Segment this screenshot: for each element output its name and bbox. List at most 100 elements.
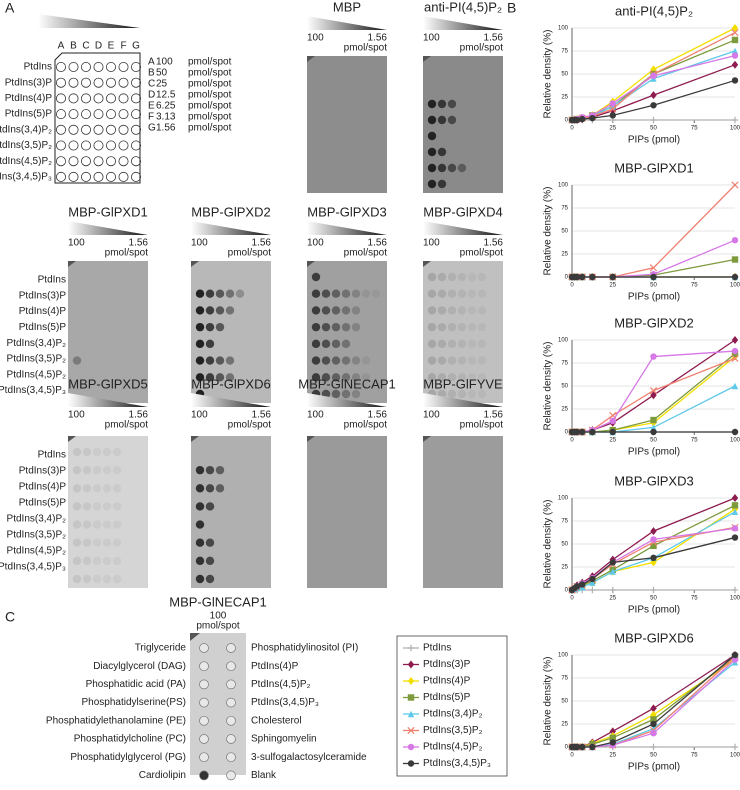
spot <box>106 109 117 120</box>
spot <box>93 109 104 120</box>
blot-spot <box>457 339 467 349</box>
marker <box>650 102 657 109</box>
blot-spot <box>437 99 447 109</box>
spot <box>81 109 92 120</box>
blot-title: MBP-GlPXD1 <box>68 204 147 219</box>
blot <box>68 261 148 403</box>
gradient-low: 1.56 <box>129 238 149 249</box>
marker <box>609 739 616 746</box>
legend-entry: PtdIns(3)P <box>423 659 471 670</box>
legend-entry: PtdIns(3,5)P₂ <box>423 725 483 736</box>
spot <box>93 62 104 73</box>
spot <box>199 715 209 726</box>
blot-spot <box>467 339 477 349</box>
amount-letter: F <box>148 112 154 123</box>
blot-spot <box>311 306 321 315</box>
lipid-label: Phosphatidylethanolamine (PE) <box>46 715 186 726</box>
marker <box>650 91 657 100</box>
amount-unit: pmol/spot <box>188 112 232 123</box>
blot-spot <box>311 322 321 332</box>
blot <box>423 56 503 193</box>
marker <box>573 743 581 751</box>
x-tick-label: 75 <box>691 438 698 444</box>
gradient-unit: pmol/spot <box>460 248 504 259</box>
blot-corner <box>191 436 199 442</box>
spot <box>56 93 67 104</box>
blot-spot <box>477 356 487 365</box>
blot-spot <box>351 289 361 298</box>
marker <box>731 743 739 751</box>
gradient-high: 100 <box>423 410 440 421</box>
spot <box>68 124 79 135</box>
blot-spot <box>467 272 477 282</box>
lipid-label: Triglyceride <box>135 643 187 654</box>
x-tick-label: 50 <box>650 283 657 289</box>
blot-spot <box>112 447 122 457</box>
blot-spot <box>92 447 102 457</box>
marker <box>578 743 586 751</box>
blot-title: MBP-GlPXD3 <box>307 204 386 219</box>
blot-spot <box>92 574 102 584</box>
blot-title: MBP-GlFYVE <box>423 376 503 391</box>
row-label: PtdIns(3,5)P₂ <box>7 530 67 541</box>
row-label: PtdIns(3)P <box>19 290 67 301</box>
y-axis-label: Relative density (%) <box>543 500 554 589</box>
y-tick-label: 25 <box>561 252 568 258</box>
gradient-unit: pmol/spot <box>105 420 149 431</box>
marker <box>731 336 739 344</box>
blot-spot <box>321 322 331 332</box>
x-tick-label: 0 <box>570 283 574 289</box>
blot <box>307 261 387 403</box>
blot-spot <box>447 356 457 365</box>
blot-spot <box>477 339 487 349</box>
blot-spot <box>195 322 205 332</box>
spot <box>106 62 117 73</box>
x-tick-label: 0 <box>570 438 574 444</box>
blot-spot <box>205 306 215 315</box>
lipid-label: PtdIns(4)P <box>251 661 299 672</box>
row-label: PtdIns <box>38 275 66 286</box>
blot-spot <box>427 306 437 315</box>
blot-spot <box>72 484 82 493</box>
marker <box>731 651 739 659</box>
blot-spot <box>92 484 102 493</box>
lipid-label: Phosphatidylglycerol (PG) <box>70 752 186 763</box>
blot-spot <box>102 484 112 493</box>
blot-spot <box>427 289 437 298</box>
x-tick-label: 75 <box>691 283 698 289</box>
blot-spot <box>112 502 122 511</box>
blot-spot <box>437 147 447 157</box>
line-chart: 0 25 50 75 100 0 25 50 75 100 PIPs (pmol) Relative … <box>543 336 740 458</box>
lipid-label: Cholesterol <box>251 715 302 726</box>
y-tick-label: 50 <box>561 699 568 705</box>
spot <box>226 734 236 744</box>
amount-letter: A <box>148 57 155 68</box>
spot <box>93 93 104 104</box>
blot-spot <box>447 115 457 125</box>
gradient-high: 100 <box>307 238 324 249</box>
x-axis-label: PIPs (pmol) <box>628 292 680 303</box>
y-tick-label: 25 <box>561 565 568 571</box>
blot-spot <box>225 306 235 315</box>
chart-title: MBP-GlPXD6 <box>614 630 693 645</box>
blot-spot <box>195 556 205 566</box>
amount-value: 6.25 <box>156 101 176 112</box>
blot <box>191 261 271 403</box>
blot-spot <box>102 502 112 511</box>
marker <box>731 77 739 84</box>
column-letter: F <box>120 41 126 52</box>
chart-title: MBP-GlPXD1 <box>614 160 693 175</box>
blot-title: MBP-GlPXD6 <box>191 376 270 391</box>
marker <box>650 391 657 400</box>
marker <box>589 575 596 583</box>
gradient-low: 1.56 <box>368 33 388 44</box>
gradient-high: 100 <box>423 33 440 44</box>
blot-title: anti-PI(4,5)P₂ <box>424 0 502 14</box>
spot <box>226 679 236 690</box>
blot-spot <box>235 289 245 298</box>
x-axis-label: PIPs (pmol) <box>628 135 680 146</box>
blot-spot <box>341 322 351 332</box>
panel-label: B <box>507 0 516 16</box>
y-tick-label: 100 <box>558 653 569 659</box>
marker <box>731 181 739 189</box>
